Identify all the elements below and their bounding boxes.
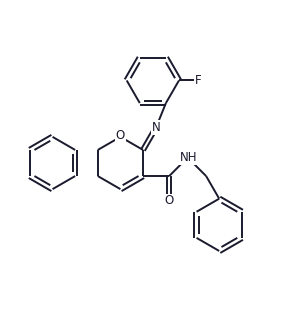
Text: NH: NH — [180, 151, 198, 164]
Text: F: F — [195, 74, 201, 87]
Text: O: O — [116, 129, 125, 142]
Text: N: N — [152, 121, 160, 134]
Text: O: O — [164, 195, 174, 208]
